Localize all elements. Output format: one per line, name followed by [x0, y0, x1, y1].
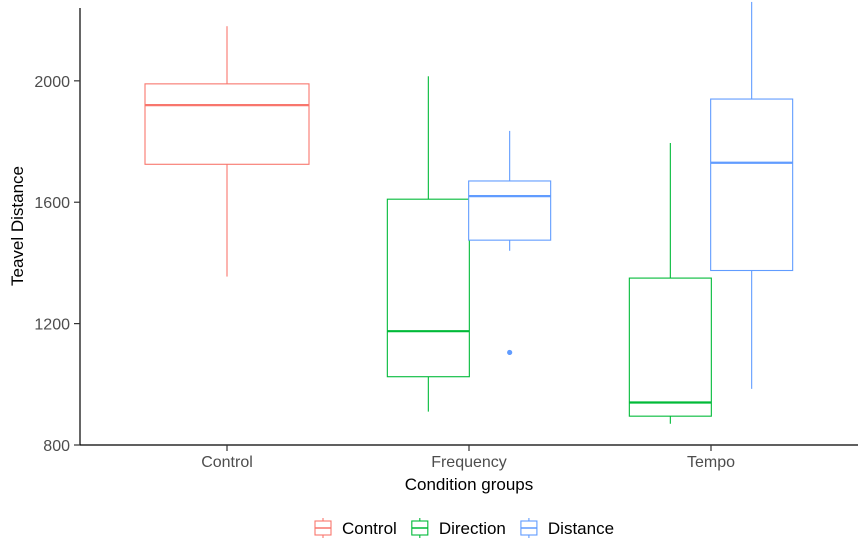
legend-key: [520, 518, 538, 538]
legend-key: [314, 518, 332, 538]
iqr-box: [144, 83, 310, 165]
x-axis-ticks: Control Frequency Tempo: [201, 445, 735, 471]
legend-key: [411, 518, 429, 538]
x-tick-label: Control: [201, 454, 253, 471]
legend-label: Control: [342, 519, 397, 538]
iqr-box: [710, 98, 794, 272]
y-axis-ticks: 800 1200 1600 2000: [34, 74, 80, 455]
legend: Control Direction Distance: [314, 518, 614, 538]
x-tick-label: Tempo: [687, 454, 735, 471]
legend-label: Distance: [548, 519, 614, 538]
box-distance-tempo: [710, 1, 794, 389]
y-tick-label: 1200: [34, 317, 70, 334]
outlier-point: [507, 349, 513, 356]
box-control-control: [144, 26, 310, 277]
legend-label: Direction: [439, 519, 506, 538]
y-tick-label: 2000: [34, 74, 70, 91]
y-axis-title: Teavel Distance: [8, 166, 27, 286]
x-axis-title: Condition groups: [405, 475, 534, 494]
y-tick-label: 1600: [34, 195, 70, 212]
box-layer: [144, 1, 794, 424]
iqr-box: [468, 180, 552, 241]
box-direction-frequency: [386, 76, 470, 412]
box-distance-frequency: [468, 130, 552, 356]
x-tick-label: Frequency: [431, 454, 507, 471]
plot-area: [144, 1, 794, 424]
box-direction-tempo: [628, 143, 712, 424]
legend-item-control: Control: [314, 518, 397, 538]
iqr-box: [386, 198, 470, 378]
iqr-box: [628, 277, 712, 417]
y-tick-label: 800: [43, 438, 70, 455]
legend-item-distance: Distance: [520, 518, 614, 538]
legend-item-direction: Direction: [411, 518, 506, 538]
